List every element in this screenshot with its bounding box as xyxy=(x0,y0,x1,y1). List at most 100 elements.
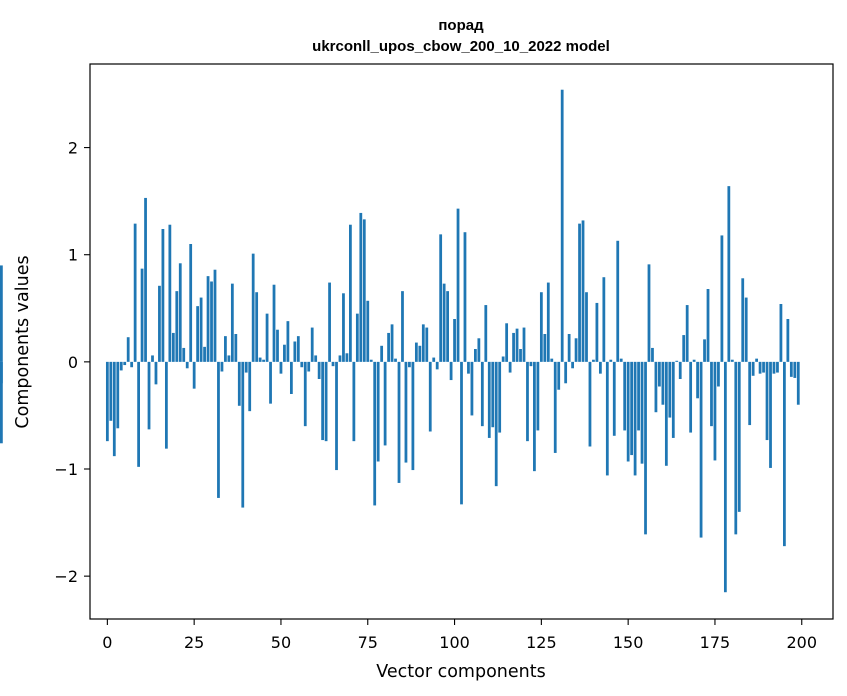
bar-103 xyxy=(463,232,467,362)
bar-21 xyxy=(178,263,182,362)
bar-124 xyxy=(536,361,540,431)
bar-49 xyxy=(276,329,279,362)
bar-134 xyxy=(571,361,574,369)
bar-45 xyxy=(262,359,265,362)
bar-158 xyxy=(654,361,658,413)
bar-138 xyxy=(585,292,588,362)
bar-18 xyxy=(168,224,172,362)
bar-112 xyxy=(494,361,498,487)
bar-106 xyxy=(474,349,477,362)
bar-7 xyxy=(130,361,134,368)
bar-180 xyxy=(730,359,734,362)
bar-undefined xyxy=(0,361,3,384)
bar-58 xyxy=(307,361,311,372)
bar-55 xyxy=(296,336,300,362)
bar-34 xyxy=(224,336,227,362)
x-axis-ticks: 0 25 50 75 100 125 150 175 200 xyxy=(102,619,817,652)
x-tick-label: 200 xyxy=(786,633,817,652)
bar-150 xyxy=(626,361,630,462)
bar-145 xyxy=(609,359,613,362)
bar-195 xyxy=(783,361,786,547)
bar-116 xyxy=(508,361,512,373)
bar-92 xyxy=(425,327,429,362)
bar-198 xyxy=(793,361,797,378)
bar-28 xyxy=(203,346,206,362)
bar-193 xyxy=(776,361,779,373)
bar-47 xyxy=(269,361,272,404)
bar-67 xyxy=(338,355,342,362)
bar-178 xyxy=(723,361,727,593)
bar-157 xyxy=(651,347,654,362)
bar-85 xyxy=(401,291,404,362)
bar-0 xyxy=(105,361,109,442)
x-tick-label: 175 xyxy=(700,633,731,652)
bar-33 xyxy=(220,361,224,372)
x-tick-label: 75 xyxy=(358,633,378,652)
bar-79 xyxy=(380,345,384,362)
x-tick-label: 125 xyxy=(526,633,557,652)
bar-120 xyxy=(522,327,526,362)
y-tick-label: 2 xyxy=(68,139,78,158)
bar-100 xyxy=(453,319,456,362)
bar-101 xyxy=(456,208,460,362)
bar-53 xyxy=(289,361,293,394)
bar-72 xyxy=(355,313,359,362)
bar-62 xyxy=(321,361,325,441)
bar-95 xyxy=(435,361,439,370)
bar-169 xyxy=(692,359,696,362)
bar-139 xyxy=(588,361,592,447)
x-tick-label: 100 xyxy=(439,633,470,652)
bar-185 xyxy=(748,361,752,426)
bar-83 xyxy=(394,358,397,362)
bar-147 xyxy=(616,240,620,362)
bar-2 xyxy=(112,361,116,457)
bar-42 xyxy=(251,253,255,362)
y-tick-label: −1 xyxy=(54,460,78,479)
bar-197 xyxy=(789,361,793,377)
bar-16 xyxy=(161,229,165,362)
bar-32 xyxy=(217,361,220,498)
bar-165 xyxy=(678,361,682,379)
bar-36 xyxy=(230,283,234,362)
bar-155 xyxy=(644,361,647,535)
bar-46 xyxy=(265,313,269,362)
bar-71 xyxy=(352,361,356,442)
bar-51 xyxy=(283,344,286,362)
bar-144 xyxy=(605,361,609,476)
bar-189 xyxy=(762,361,765,373)
bar-96 xyxy=(439,234,443,362)
bar-3 xyxy=(116,361,120,429)
bar-148 xyxy=(619,358,623,362)
bar-87 xyxy=(408,361,411,368)
bar-125 xyxy=(539,292,543,362)
y-tick-label: 1 xyxy=(68,246,78,265)
bar-52 xyxy=(286,321,290,362)
bar-99 xyxy=(449,361,453,381)
bar-17 xyxy=(164,361,168,449)
bar-136 xyxy=(578,223,581,362)
bar-75 xyxy=(366,300,370,362)
bar-64 xyxy=(328,282,331,362)
bar-39 xyxy=(241,361,245,508)
bar-89 xyxy=(414,342,418,362)
bar-182 xyxy=(737,361,741,512)
bar-8 xyxy=(133,223,137,362)
bar-170 xyxy=(696,361,699,399)
bar-177 xyxy=(720,235,724,362)
chart-title-line-1: порад xyxy=(438,17,484,34)
x-axis-label: Vector components xyxy=(376,662,545,682)
bar-135 xyxy=(574,338,578,362)
bar-37 xyxy=(234,334,238,362)
bar-109 xyxy=(484,305,488,362)
bar-117 xyxy=(512,332,515,362)
bar-184 xyxy=(744,297,748,362)
bar-173 xyxy=(706,289,710,362)
bar-77 xyxy=(373,361,377,506)
bar-174 xyxy=(710,361,713,427)
bar-24 xyxy=(189,244,193,362)
bar-172 xyxy=(703,339,706,362)
bar-68 xyxy=(342,293,345,362)
bar-190 xyxy=(765,361,769,441)
bar-27 xyxy=(199,297,203,362)
bar-60 xyxy=(314,355,318,362)
